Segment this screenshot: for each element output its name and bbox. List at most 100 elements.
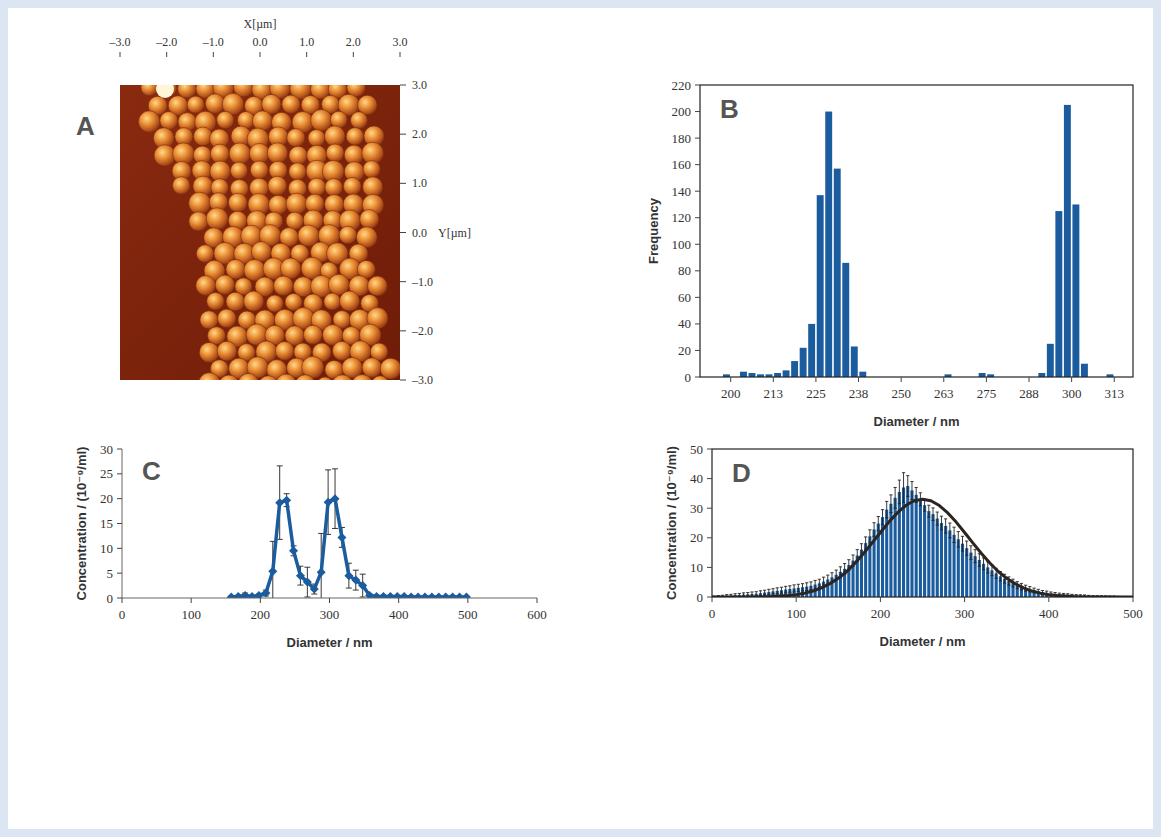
error-stem <box>962 536 963 551</box>
x-tick <box>986 377 987 382</box>
bar <box>948 530 951 597</box>
error-cap <box>771 588 774 589</box>
error-cap <box>814 580 817 581</box>
y-tick <box>695 191 700 192</box>
error-cap <box>969 559 972 560</box>
error-cap <box>860 543 863 544</box>
x-tick <box>120 52 121 57</box>
x-tick <box>730 377 731 382</box>
error-cap <box>877 530 880 531</box>
x-tick <box>1071 377 1072 382</box>
error-bar <box>902 473 905 503</box>
bar <box>1081 364 1088 377</box>
error-cap <box>1041 590 1044 591</box>
error-stem <box>802 584 803 591</box>
error-cap <box>304 567 310 568</box>
error-stem <box>882 510 883 525</box>
bar <box>842 263 849 377</box>
error-stem <box>827 575 828 584</box>
error-stem <box>869 530 870 543</box>
error-cap <box>872 522 875 523</box>
marker <box>462 593 471 598</box>
bar <box>910 490 913 597</box>
error-cap <box>767 589 770 590</box>
y-tick <box>117 473 122 474</box>
marker <box>282 496 291 505</box>
plot-frame <box>712 449 1133 597</box>
bar <box>923 505 926 597</box>
particle <box>340 291 360 311</box>
y-tick-label: 0 <box>107 591 114 606</box>
particle <box>228 193 247 212</box>
marker <box>344 571 353 580</box>
x-tick <box>901 377 902 382</box>
particle <box>330 111 347 128</box>
bar <box>791 361 798 377</box>
error-cap <box>885 517 888 518</box>
particle <box>199 342 219 362</box>
error-bar <box>894 487 897 508</box>
y-tick-label: 10 <box>690 560 703 575</box>
error-cap <box>311 594 317 595</box>
error-cap <box>877 516 880 517</box>
error-stem <box>810 582 811 590</box>
y-tick-label: –2.0 <box>411 324 433 338</box>
particle <box>368 276 388 296</box>
error-cap <box>961 551 964 552</box>
error-cap <box>889 512 892 513</box>
error-cap <box>885 501 888 502</box>
y-tick-label: –1.0 <box>411 275 433 289</box>
marker <box>268 567 277 576</box>
x-tick-label: 100 <box>786 606 806 621</box>
error-cap <box>284 493 290 494</box>
bar <box>783 370 790 377</box>
particle <box>141 85 158 96</box>
error-cap <box>297 585 303 586</box>
error-cap <box>353 570 359 571</box>
error-cap <box>809 581 812 582</box>
y-tick <box>707 597 712 598</box>
error-stem <box>794 585 795 592</box>
error-cap <box>898 480 901 481</box>
error-bar <box>776 588 779 594</box>
y-tick-label: 0 <box>685 370 692 385</box>
error-bar <box>767 589 770 594</box>
bar <box>927 511 930 597</box>
y-axis-title: Frequency <box>646 197 661 264</box>
x-tick <box>1133 597 1134 602</box>
error-cap <box>990 575 993 576</box>
error-cap <box>360 597 366 598</box>
bar <box>940 523 943 597</box>
bar <box>808 324 815 377</box>
error-cap <box>999 581 1002 582</box>
error-stem <box>945 519 946 533</box>
error-cap <box>927 505 930 506</box>
error-stem <box>895 487 896 508</box>
bar <box>1047 344 1054 377</box>
y-tick-label: 140 <box>672 184 692 199</box>
particle <box>238 373 258 380</box>
x-tick-label: –1.0 <box>202 35 224 49</box>
error-cap <box>965 555 968 556</box>
y-tick <box>695 323 700 324</box>
x-tick <box>943 377 944 382</box>
y-tick <box>695 297 700 298</box>
x-tick-label: –2.0 <box>155 35 177 49</box>
error-cap <box>346 588 352 589</box>
y-tick <box>707 478 712 479</box>
error-cap <box>788 585 791 586</box>
x-tick-label: 1.0 <box>299 35 314 49</box>
error-stem <box>823 577 824 586</box>
particle <box>218 309 237 328</box>
error-cap <box>1028 586 1031 587</box>
bar <box>919 499 922 597</box>
error-bar <box>957 532 960 547</box>
error-cap <box>919 492 922 493</box>
x-tick <box>400 52 401 57</box>
error-cap <box>919 505 922 506</box>
error-stem <box>941 516 942 530</box>
y-tick-label: 120 <box>672 210 692 225</box>
y-tick <box>695 244 700 245</box>
error-cap <box>325 469 331 470</box>
y-tick-label: 20 <box>690 530 703 545</box>
